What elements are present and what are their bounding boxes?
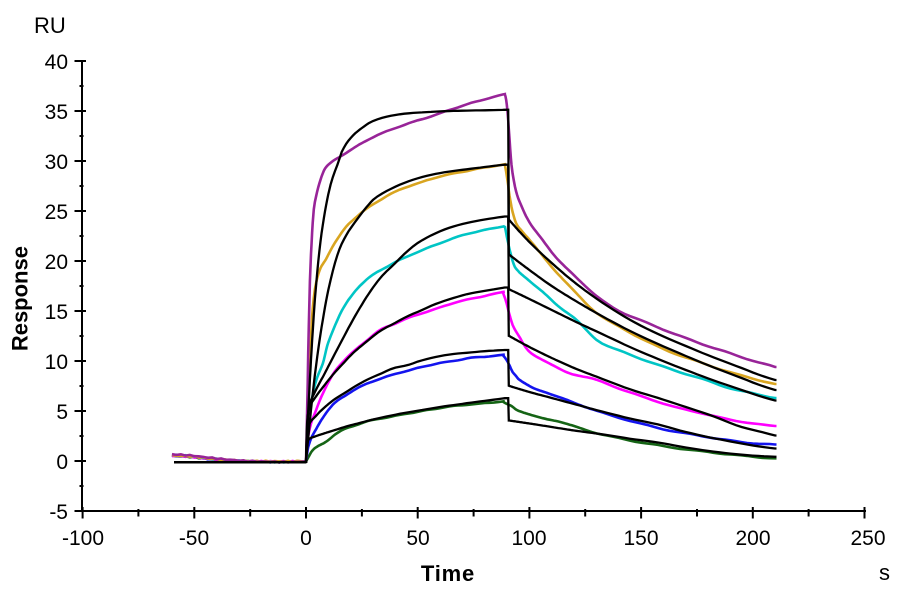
svg-text:RU: RU — [34, 13, 66, 38]
svg-text:25: 25 — [45, 201, 68, 224]
svg-text:150: 150 — [623, 527, 658, 550]
svg-text:5: 5 — [56, 401, 68, 424]
svg-text:15: 15 — [45, 301, 68, 324]
svg-text:20: 20 — [45, 251, 68, 274]
svg-text:250: 250 — [850, 527, 885, 550]
svg-text:200: 200 — [735, 527, 770, 550]
svg-text:Time: Time — [421, 561, 475, 586]
svg-text:10: 10 — [45, 351, 68, 374]
svg-text:Response: Response — [8, 246, 33, 351]
svg-text:50: 50 — [406, 527, 429, 550]
svg-text:0: 0 — [56, 451, 68, 474]
svg-text:100: 100 — [511, 527, 546, 550]
svg-text:-5: -5 — [49, 501, 68, 524]
svg-text:s: s — [879, 560, 890, 585]
svg-text:35: 35 — [45, 101, 68, 124]
svg-text:-50: -50 — [179, 527, 209, 550]
svg-text:0: 0 — [300, 527, 312, 550]
svg-text:30: 30 — [45, 151, 68, 174]
svg-text:40: 40 — [45, 51, 68, 74]
svg-text:-100: -100 — [62, 527, 104, 550]
